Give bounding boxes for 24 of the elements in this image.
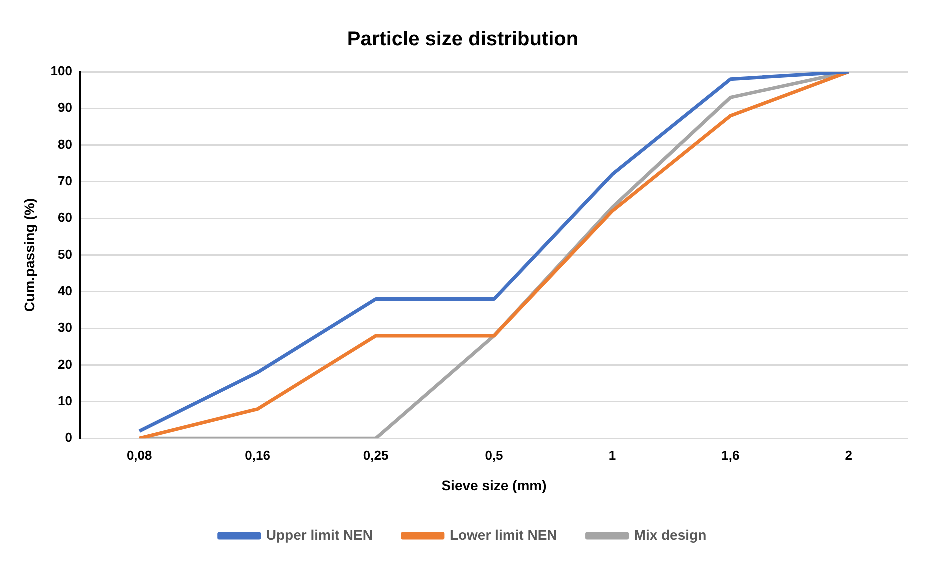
legend-label: Mix design <box>634 526 707 543</box>
x-tick-label: 2 <box>845 448 853 463</box>
x-tick-label: 1,6 <box>722 448 740 463</box>
y-tick-label: 70 <box>58 174 72 189</box>
y-tick-label: 40 <box>58 284 72 299</box>
y-tick-label: 80 <box>58 136 72 152</box>
x-tick-label: 0,16 <box>245 448 270 463</box>
legend-label: Upper limit NEN <box>266 526 373 543</box>
y-tick-label: 90 <box>58 100 72 116</box>
x-axis-title: Sieve size (mm) <box>442 477 547 494</box>
y-tick-label: 30 <box>58 320 72 336</box>
legend-label: Lower limit NEN <box>450 526 558 543</box>
y-tick-label: 50 <box>58 246 72 262</box>
y-tick-label: 60 <box>58 210 72 226</box>
y-tick-label: 10 <box>58 394 72 409</box>
y-axis-title: Cum.passing (%) <box>21 198 38 312</box>
x-tick-label: 0,5 <box>485 448 504 463</box>
x-tick-label: 1 <box>608 448 616 463</box>
y-tick-label: 0 <box>65 430 72 446</box>
chart-title: Particle size distribution <box>347 28 579 51</box>
x-tick-label: 0,08 <box>126 448 152 463</box>
x-tick-label: 0,25 <box>363 448 389 463</box>
y-tick-label: 20 <box>58 356 72 372</box>
y-tick-label: 100 <box>50 64 72 79</box>
